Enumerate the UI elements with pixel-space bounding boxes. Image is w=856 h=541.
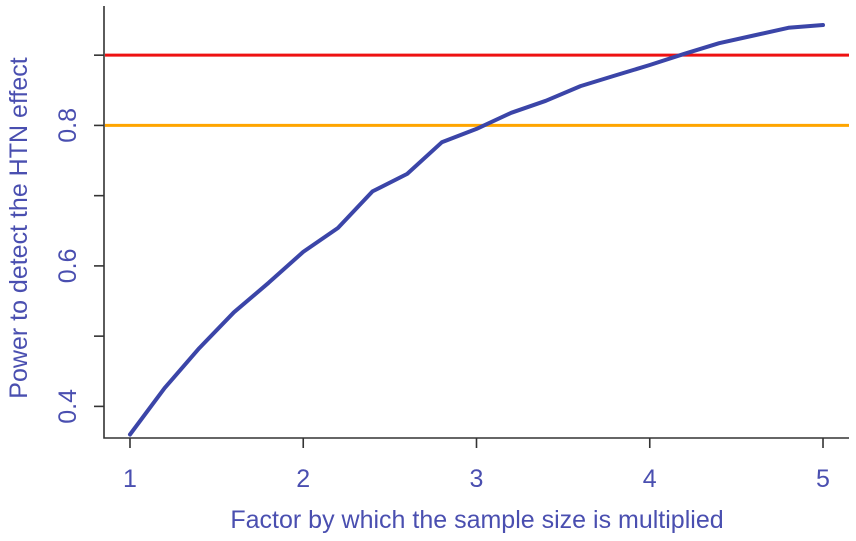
y-axis-title: Power to detect the HTN effect (5, 57, 33, 398)
x-tick-label: 5 (816, 465, 830, 493)
reference-lines (105, 53, 849, 127)
y-tick-label: 0.8 (54, 108, 82, 143)
plot-frame (103, 6, 849, 439)
x-tick-label: 2 (296, 465, 310, 493)
x-axis: 1 2 3 4 5 (123, 438, 830, 493)
plot-area (103, 6, 849, 439)
series-line-1 (128, 23, 825, 437)
y-axis: 0.4 0.6 0.8 (54, 54, 104, 424)
x-tick-label: 3 (470, 465, 484, 493)
x-axis-title: Factor by which the sample size is multi… (230, 506, 723, 534)
x-tick-label: 4 (643, 465, 657, 493)
x-tick-label: 1 (123, 465, 137, 493)
series-layer (128, 23, 825, 437)
y-tick-label: 0.4 (54, 389, 82, 424)
y-tick-label: 0.6 (54, 249, 82, 284)
